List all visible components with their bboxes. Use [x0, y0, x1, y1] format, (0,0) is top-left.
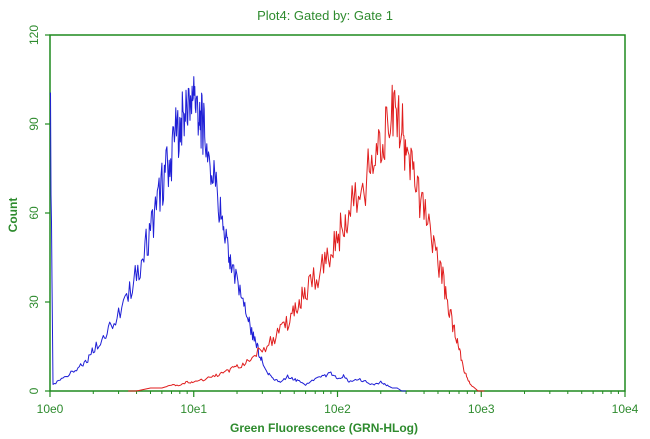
y-tick-label: 90 [27, 117, 41, 131]
y-tick-label: 0 [27, 387, 41, 394]
x-tick-label: 10e0 [37, 402, 64, 416]
ticks-layer: 10e0 10e1 10e2 10e3 10e4 0 30 60 90 120 [27, 25, 639, 416]
chart-title: Plot4: Gated by: Gate 1 [257, 8, 393, 23]
series-line-0 [49, 76, 407, 392]
x-tick-label: 10e1 [180, 402, 207, 416]
plot-frame [49, 34, 626, 392]
series-layer [49, 76, 485, 392]
x-tick-label: 10e2 [324, 402, 351, 416]
y-axis-label: Count [6, 198, 20, 233]
y-tick-label: 120 [27, 25, 41, 45]
y-tick-label: 60 [27, 206, 41, 220]
x-tick-label: 10e3 [468, 402, 495, 416]
x-tick-label: 10e4 [612, 402, 639, 416]
y-tick-label: 30 [27, 295, 41, 309]
x-axis-label: Green Fluorescence (GRN-HLog) [230, 421, 418, 435]
series-line-1 [128, 84, 485, 392]
